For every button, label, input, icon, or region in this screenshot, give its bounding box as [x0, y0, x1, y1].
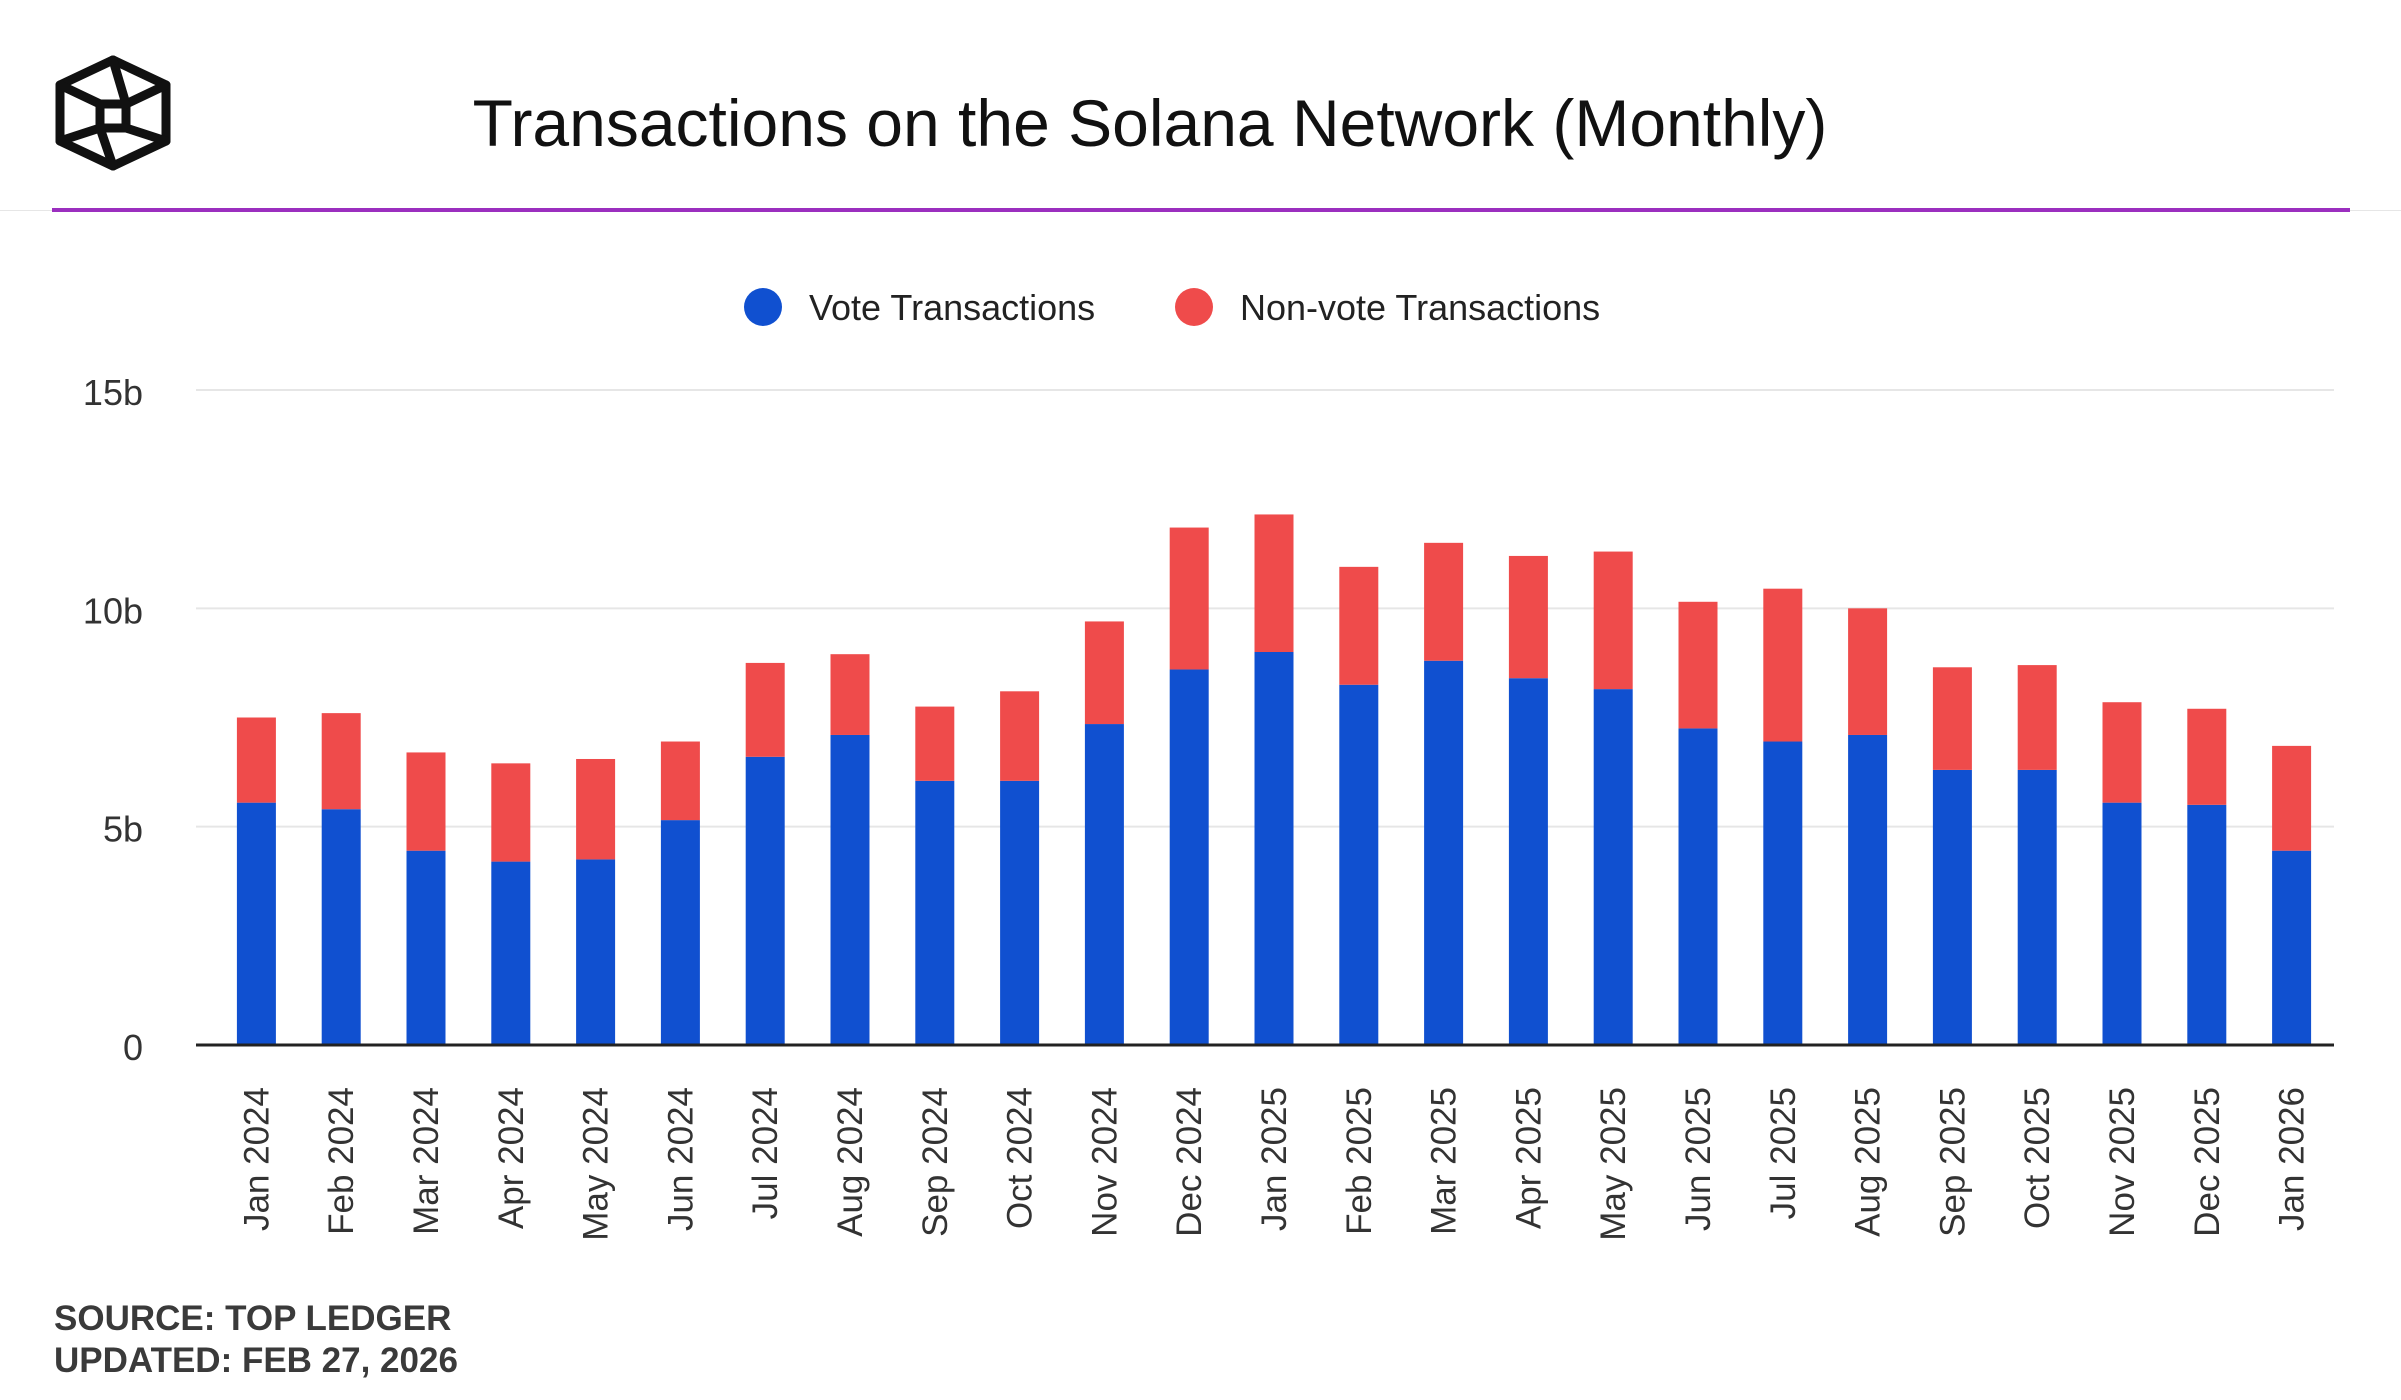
x-tick-label: Apr 2024: [492, 1087, 531, 1229]
stacked-bar-chart: 0 5b 10b 15b Jan 2024 Feb 2024 Mar 2024 Apr 202…: [83, 287, 2334, 1241]
x-tick-label: May 2025: [1594, 1087, 1633, 1241]
accent-divider: [52, 208, 2350, 212]
x-tick-label: Mar 2025: [1425, 1087, 1464, 1235]
x-tick-label: Feb 2025: [1340, 1087, 1379, 1235]
x-tick-label: Jun 2024: [661, 1087, 700, 1231]
x-tick-label: Nov 2024: [1085, 1087, 1124, 1237]
bar-vote: [2017, 769, 2057, 1045]
bar-non-vote: [915, 706, 955, 781]
bar-vote: [915, 780, 955, 1045]
y-tick-label: 10b: [83, 590, 143, 631]
x-tick-label: Jan 2024: [237, 1087, 276, 1231]
x-tick-label: Mar 2024: [407, 1087, 446, 1235]
bar-non-vote: [745, 662, 785, 757]
bar-non-vote: [1084, 621, 1124, 725]
bar-vote: [236, 802, 276, 1045]
bar-vote: [660, 820, 700, 1045]
x-tick-label: Jan 2025: [1255, 1087, 1294, 1231]
x-tick-label: Jul 2024: [746, 1087, 785, 1219]
bar-vote: [576, 859, 616, 1045]
bar-vote: [491, 861, 531, 1045]
x-tick-label: May 2024: [577, 1087, 616, 1241]
bar-non-vote: [1254, 514, 1294, 652]
x-tick-label: Jul 2025: [1764, 1087, 1803, 1219]
bar-vote: [2187, 804, 2227, 1045]
chart-footer: SOURCE: TOP LEDGER UPDATED: FEB 27, 2026: [54, 1298, 458, 1382]
bar-non-vote: [406, 752, 446, 851]
bar-vote: [1508, 678, 1548, 1045]
bar-non-vote: [1339, 566, 1379, 685]
bar-non-vote: [576, 758, 616, 860]
y-tick-label: 0: [123, 1027, 143, 1068]
x-tick-label: Feb 2024: [322, 1087, 361, 1235]
bar-vote: [745, 756, 785, 1045]
bar-non-vote: [1424, 542, 1464, 661]
bar-vote: [1678, 728, 1718, 1045]
bar-non-vote: [236, 717, 276, 803]
bar-vote: [1169, 669, 1209, 1045]
bar-vote: [1000, 780, 1040, 1045]
x-tick-label: Nov 2025: [2103, 1087, 2142, 1237]
bar-non-vote: [2017, 665, 2057, 770]
bar-non-vote: [830, 654, 870, 735]
bar-vote: [1084, 724, 1124, 1045]
bar-non-vote: [1169, 527, 1209, 670]
bar-non-vote: [2187, 708, 2227, 805]
x-tick-label: Oct 2024: [1001, 1087, 1040, 1229]
bar-vote: [1424, 660, 1464, 1045]
x-tick-label: Aug 2025: [1849, 1087, 1888, 1237]
bar-non-vote: [1848, 608, 1888, 735]
x-tick-label: Apr 2025: [1509, 1087, 1548, 1229]
source-note: SOURCE: TOP LEDGER: [54, 1299, 452, 1338]
bar-vote: [406, 850, 446, 1045]
x-tick-label: Jan 2026: [2273, 1087, 2312, 1231]
y-tick-label: 15b: [83, 372, 143, 413]
bar-non-vote: [321, 713, 361, 810]
bar-vote: [1848, 734, 1888, 1045]
chart-title: Transactions on the Solana Network (Mont…: [472, 86, 1828, 160]
x-tick-label: Oct 2025: [2018, 1087, 2057, 1229]
bar-non-vote: [660, 741, 700, 821]
bar-vote: [1593, 689, 1633, 1045]
bar-non-vote: [1678, 601, 1718, 729]
bar-non-vote: [1932, 667, 1972, 770]
x-tick-label: Sep 2024: [916, 1087, 955, 1237]
x-tick-label: Aug 2024: [831, 1087, 870, 1237]
bar-non-vote: [1508, 555, 1548, 679]
bar-vote: [1763, 741, 1803, 1045]
cube-logo-icon: [55, 55, 171, 171]
y-tick-label: 5b: [103, 809, 143, 850]
bar-vote: [2102, 802, 2142, 1045]
bar-vote: [1339, 684, 1379, 1045]
bar-non-vote: [1000, 691, 1040, 781]
updated-note: UPDATED: FEB 27, 2026: [54, 1341, 458, 1380]
legend-marker-non-vote: [1175, 288, 1213, 326]
bar-vote: [1932, 769, 1972, 1045]
legend-label-vote: Vote Transactions: [809, 287, 1095, 328]
x-tick-label: Dec 2024: [1170, 1087, 1209, 1237]
bar-vote: [321, 809, 361, 1045]
legend-marker-vote: [744, 288, 782, 326]
bar-non-vote: [2272, 745, 2312, 851]
x-tick-label: Dec 2025: [2188, 1087, 2227, 1237]
bar-vote: [2272, 850, 2312, 1045]
x-tick-label: Sep 2025: [1933, 1087, 1972, 1237]
x-tick-label: Jun 2025: [1679, 1087, 1718, 1231]
bar-non-vote: [491, 763, 531, 862]
bar-non-vote: [2102, 702, 2142, 803]
bar-non-vote: [1593, 551, 1633, 690]
bar-non-vote: [1763, 588, 1803, 742]
bar-vote: [830, 734, 870, 1045]
bar-vote: [1254, 652, 1294, 1045]
legend-label-non-vote: Non-vote Transactions: [1240, 287, 1600, 328]
